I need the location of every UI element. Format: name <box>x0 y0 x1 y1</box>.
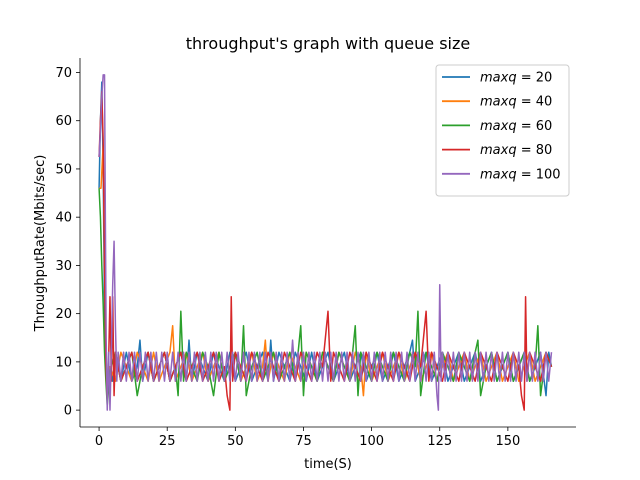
y-tick-label: 0 <box>64 404 72 419</box>
legend-entry-20: maxq = 20 <box>480 71 552 86</box>
y-tick-label: 40 <box>55 211 72 226</box>
legend-entry-60: maxq = 60 <box>480 119 552 134</box>
chart-title: throughput's graph with queue size <box>186 34 470 53</box>
legend-box <box>435 64 570 197</box>
x-tick-label: 25 <box>159 434 176 449</box>
y-tick-label: 20 <box>55 307 72 322</box>
x-tick-label: 75 <box>295 434 312 449</box>
y-tick-label: 50 <box>55 162 72 177</box>
y-tick-label: 60 <box>55 114 72 129</box>
legend-entry-100: maxq = 100 <box>480 167 561 182</box>
x-tick-label: 0 <box>95 434 103 449</box>
y-tick-label: 10 <box>55 355 72 370</box>
x-tick-label: 150 <box>495 434 520 449</box>
x-tick-label: 100 <box>359 434 384 449</box>
y-tick-label: 30 <box>55 259 72 274</box>
y-axis-label: ThroughputRate(Mbits/sec) <box>33 155 48 333</box>
axes-layer: 0 25 50 75 100 125 150 0 10 20 30 40 50 60 70 <box>55 58 576 449</box>
legend-entry-80: maxq = 80 <box>480 143 552 158</box>
y-tick-label: 70 <box>55 66 72 81</box>
series-line-100 <box>98 74 553 411</box>
legend-entry-40: maxq = 40 <box>480 95 552 110</box>
x-tick-label: 125 <box>427 434 452 449</box>
legend: maxq = 20 maxq = 40 maxq = 60 maxq = 80 maxq… <box>435 64 570 197</box>
series-layer <box>98 74 553 411</box>
x-tick-label: 50 <box>227 434 244 449</box>
x-axis-label: time(S) <box>304 457 352 472</box>
